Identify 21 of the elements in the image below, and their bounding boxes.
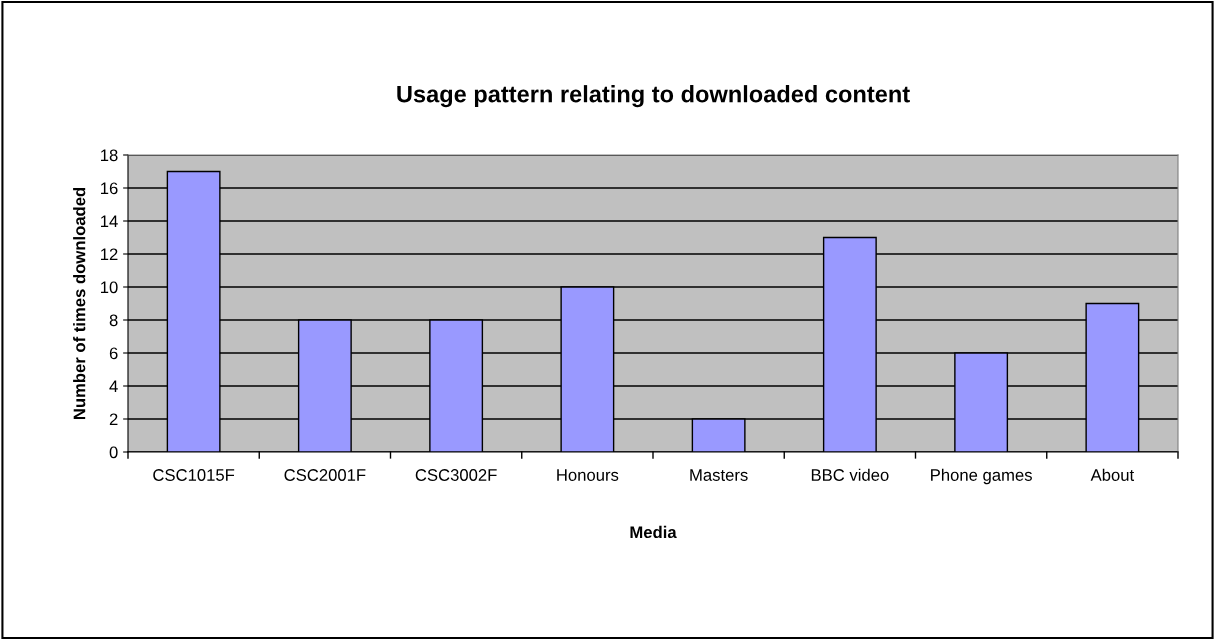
x-tick-label: CSC3002F	[415, 469, 497, 481]
y-tick-label: 14	[101, 215, 118, 228]
x-tick-label: About	[1090, 468, 1135, 481]
chart-title: Usage pattern relating to downloaded content	[397, 85, 910, 108]
y-tick-label: 6	[109, 347, 118, 360]
x-tick-label: CSC1015F	[153, 469, 235, 481]
y-tick-label: 18	[101, 149, 118, 162]
x-tick-label: CSC2001F	[284, 469, 366, 481]
y-tick-label: 8	[109, 314, 118, 327]
y-tick-label: 4	[109, 380, 118, 393]
x-tick-label: BBC video	[811, 468, 889, 481]
x-tick-label: Phone games	[931, 468, 1032, 485]
y-tick-label: 10	[101, 281, 118, 294]
y-tick-label: 12	[101, 248, 118, 261]
y-axis-title: Number of times downloaded	[73, 187, 86, 420]
y-tick-label: 2	[109, 413, 118, 426]
x-tick-label: Masters	[690, 469, 748, 481]
x-tick-label: Honours	[557, 469, 619, 481]
y-tick-label: 16	[101, 182, 118, 195]
y-tick-label: 0	[109, 446, 118, 459]
x-axis-title: Media	[630, 525, 677, 539]
